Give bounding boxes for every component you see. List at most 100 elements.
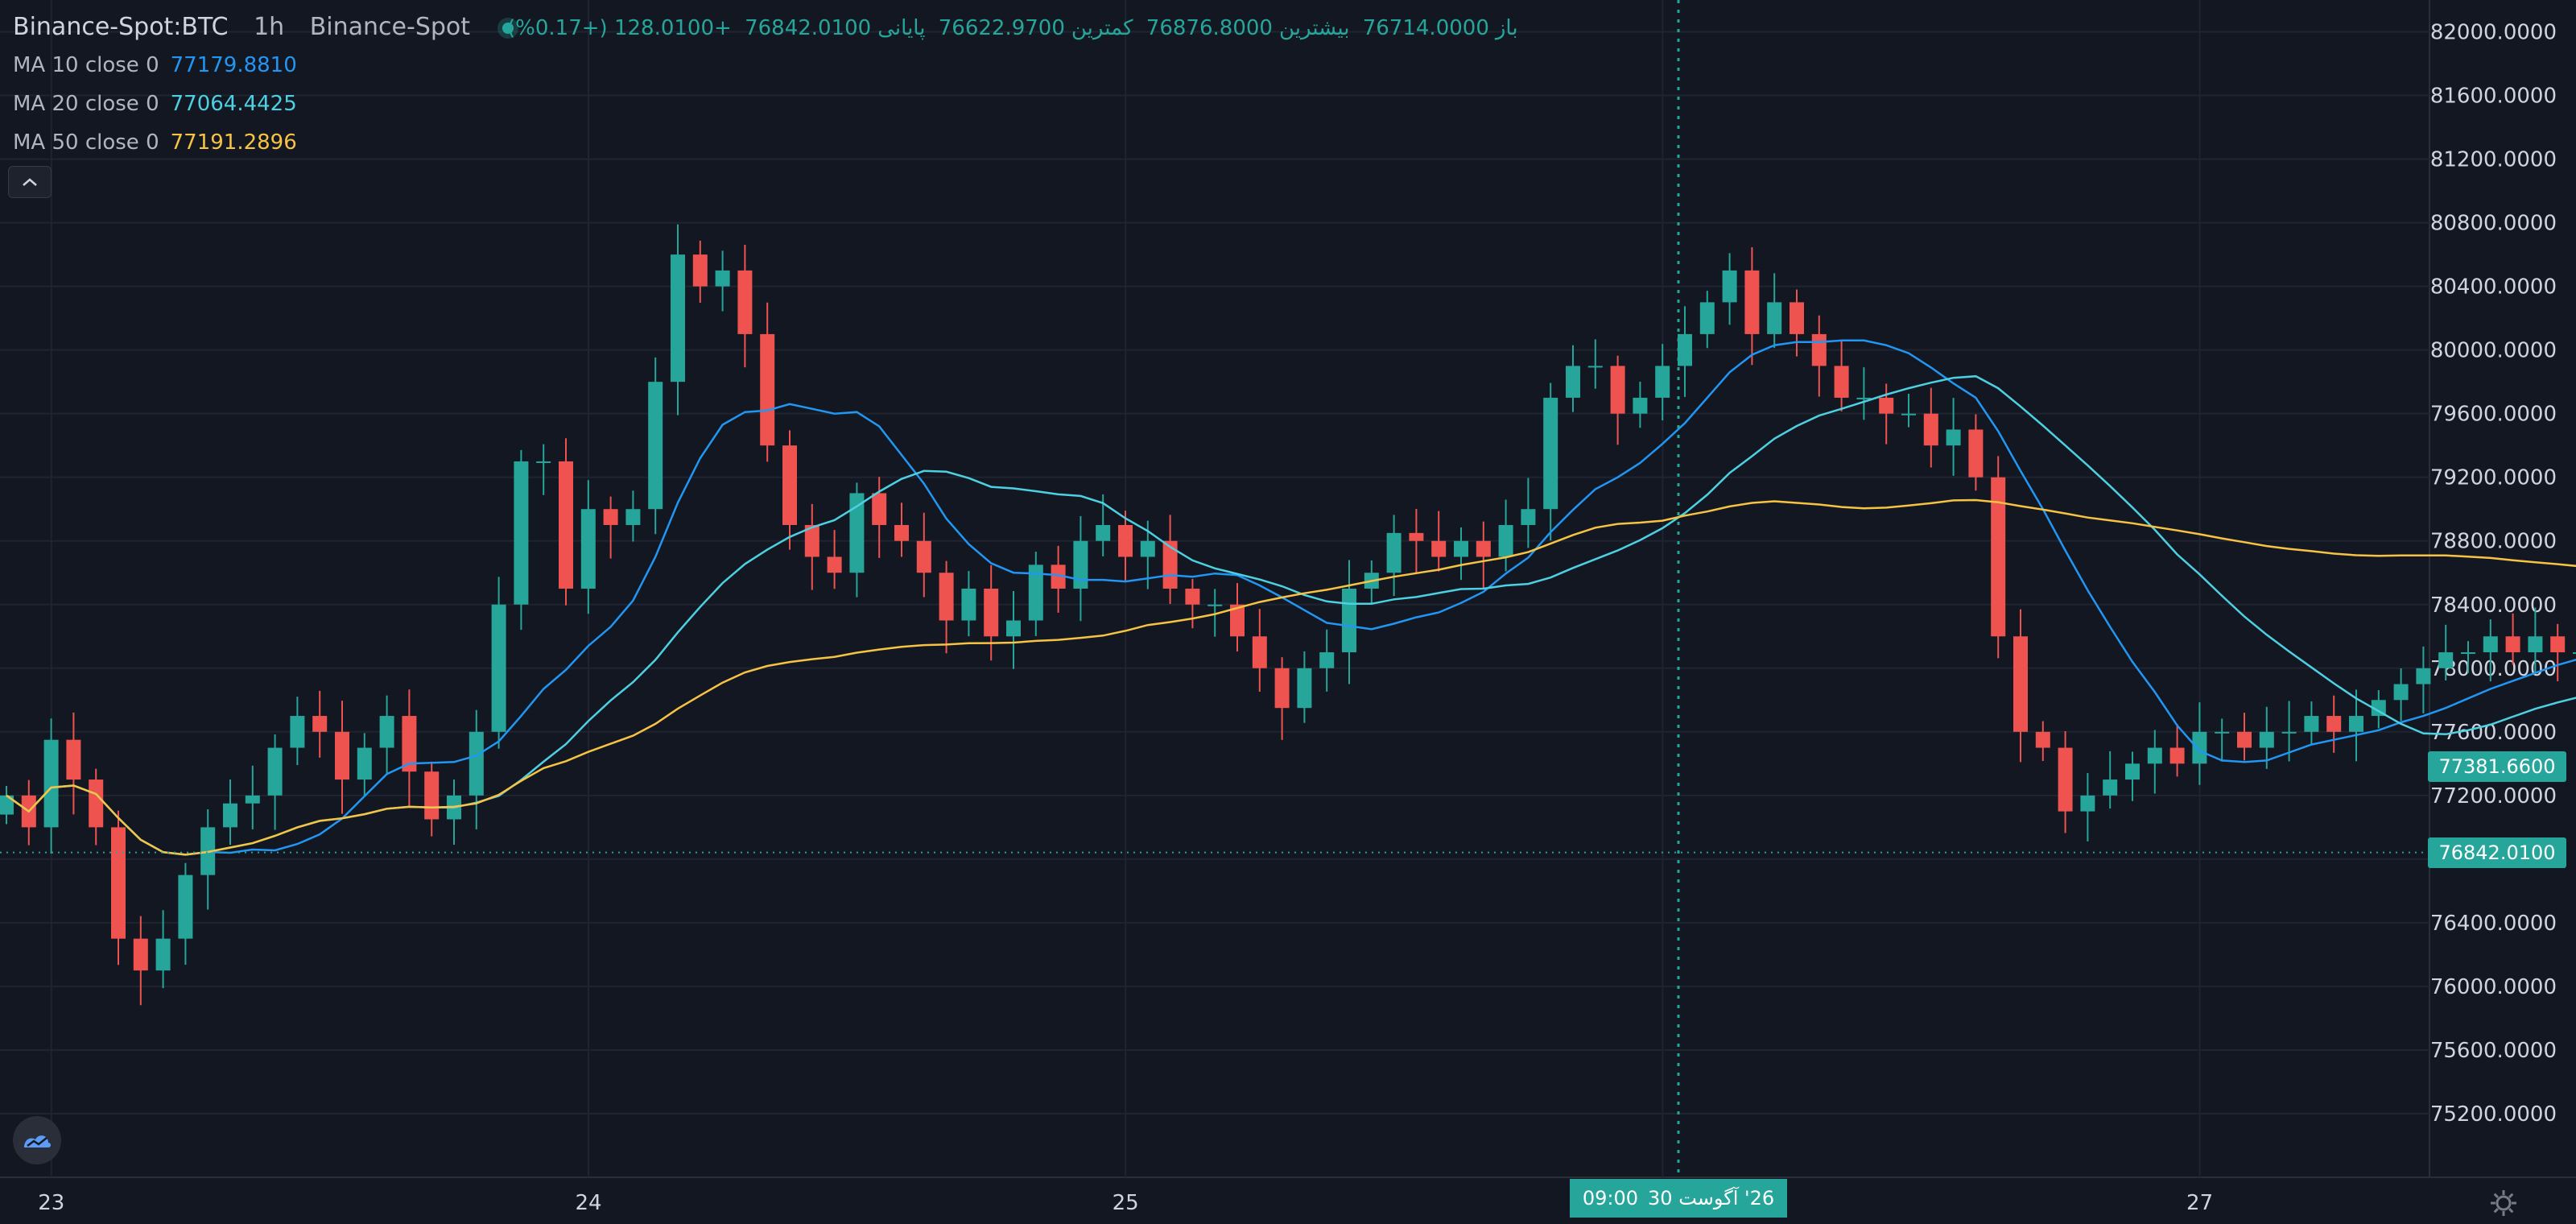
- candle-body: [2461, 652, 2475, 655]
- candle-body: [245, 795, 260, 804]
- candle-body: [2013, 636, 2028, 732]
- ma10-legend[interactable]: MA 10 close 0 77179.8810: [13, 53, 297, 77]
- candle-body: [402, 716, 417, 772]
- settings-gear-icon[interactable]: [2487, 1187, 2520, 1219]
- y-tick-label: 76400.0000: [2430, 912, 2557, 936]
- candle-body: [1879, 397, 1894, 414]
- y-tick-label: 81600.0000: [2430, 85, 2557, 109]
- candle-body: [984, 589, 999, 637]
- candle-body: [2371, 700, 2386, 717]
- candle-body: [357, 747, 372, 780]
- candle-body: [1162, 540, 1178, 589]
- candle-body: [536, 461, 551, 463]
- ma50-legend[interactable]: MA 50 close 0 77191.2896: [13, 130, 297, 155]
- candle-body: [491, 604, 506, 732]
- y-tick-label: 75600.0000: [2430, 1039, 2557, 1063]
- legend-symbol-row: Binance-Spot:BTC 1h Binance-Spot: [13, 13, 536, 41]
- candle-body: [692, 254, 708, 287]
- interval[interactable]: 1h: [254, 13, 285, 41]
- market-status-icon: [502, 22, 514, 34]
- candle-body: [961, 589, 976, 621]
- candle-body: [1856, 397, 1872, 399]
- candle-body: [827, 556, 842, 573]
- y-tick-label: 78800.0000: [2430, 530, 2557, 554]
- candle-body: [1028, 564, 1043, 621]
- candle-body: [267, 747, 283, 796]
- candle-body: [133, 938, 148, 971]
- legend-collapse-button[interactable]: [8, 166, 52, 198]
- candle-body: [1051, 564, 1066, 589]
- close-value: 76842.0100: [745, 16, 872, 40]
- candle-body: [1454, 540, 1468, 557]
- candle-body: [0, 795, 14, 815]
- candle-body: [2215, 731, 2230, 734]
- candle-body: [760, 333, 775, 446]
- candle-body: [1678, 333, 1692, 366]
- x-tick-label: 27: [2186, 1191, 2213, 1215]
- candle-body: [1722, 270, 1737, 303]
- ohlc-values: باز76714.0000 بیشترین76876.8000 کمترین76…: [507, 16, 1525, 40]
- y-tick-label: 77200.0000: [2430, 784, 2557, 808]
- tradingview-logo[interactable]: [13, 1116, 61, 1164]
- candle-body: [1566, 366, 1580, 398]
- candle-body: [1923, 413, 1938, 446]
- candle-body: [2483, 636, 2498, 653]
- candle-body: [894, 524, 909, 541]
- ma-line-50: [6, 498, 2576, 856]
- candle-body: [1610, 366, 1625, 414]
- change-value: +128.0100 (+0.17%): [507, 16, 732, 40]
- candle-body: [1968, 429, 1984, 478]
- y-tick-label: 80800.0000: [2430, 212, 2557, 236]
- candle-body: [1543, 397, 1558, 510]
- candle-body: [1476, 540, 1491, 557]
- candle-body: [939, 573, 954, 621]
- x-tick-label: 25: [1113, 1191, 1139, 1215]
- ma50-label: MA 50 close 0: [13, 130, 159, 155]
- ma20-legend[interactable]: MA 20 close 0 77064.4425: [13, 92, 297, 116]
- candle-body: [1991, 477, 2006, 637]
- candle-body: [223, 803, 237, 828]
- candle-body: [1633, 397, 1648, 414]
- candle-body: [737, 270, 753, 334]
- candle-body: [66, 739, 81, 780]
- candle-body: [1252, 636, 1267, 668]
- candle-body: [2058, 747, 2073, 812]
- y-tick-label: 79200.0000: [2430, 466, 2557, 490]
- y-tick-label: 82000.0000: [2430, 21, 2557, 45]
- ma10-value: 77179.8810: [170, 53, 297, 77]
- candle-body: [782, 445, 797, 525]
- candle-body: [2281, 731, 2297, 734]
- candle-body: [559, 461, 573, 589]
- candle-body: [155, 938, 171, 971]
- ma50-value: 77191.2896: [170, 130, 297, 155]
- x-tick-label: 24: [575, 1191, 601, 1215]
- candle-body: [1297, 668, 1312, 709]
- candle-body: [1699, 302, 1715, 334]
- candle-body: [1073, 540, 1088, 589]
- candle-body: [335, 731, 349, 780]
- current-price-tag: 76842.0100: [2428, 837, 2566, 868]
- candle-body: [2393, 684, 2409, 701]
- candle-body: [1498, 524, 1513, 557]
- candle-body: [1140, 540, 1155, 557]
- candle-body: [2259, 731, 2274, 748]
- candle-body: [1006, 620, 1021, 637]
- candle-body: [1274, 668, 1290, 709]
- symbol-name[interactable]: Binance-Spot:BTC: [13, 13, 229, 41]
- candle-body: [1521, 509, 1536, 525]
- candle-body: [379, 716, 394, 748]
- candle-body: [580, 509, 596, 589]
- candle-body: [2326, 716, 2342, 732]
- candle-body: [1744, 270, 1760, 334]
- ma20-value: 77064.4425: [170, 92, 297, 116]
- high-label: بیشترین: [1278, 16, 1350, 40]
- candle-body: [1431, 540, 1447, 557]
- candle-body: [1208, 604, 1223, 606]
- y-tick-label: 79600.0000: [2430, 403, 2557, 427]
- y-tick-label: 76000.0000: [2430, 975, 2557, 999]
- open-value: 76714.0000: [1362, 16, 1489, 40]
- candle-body: [1811, 333, 1827, 366]
- candle-body: [312, 716, 328, 732]
- candle-body: [2349, 716, 2363, 732]
